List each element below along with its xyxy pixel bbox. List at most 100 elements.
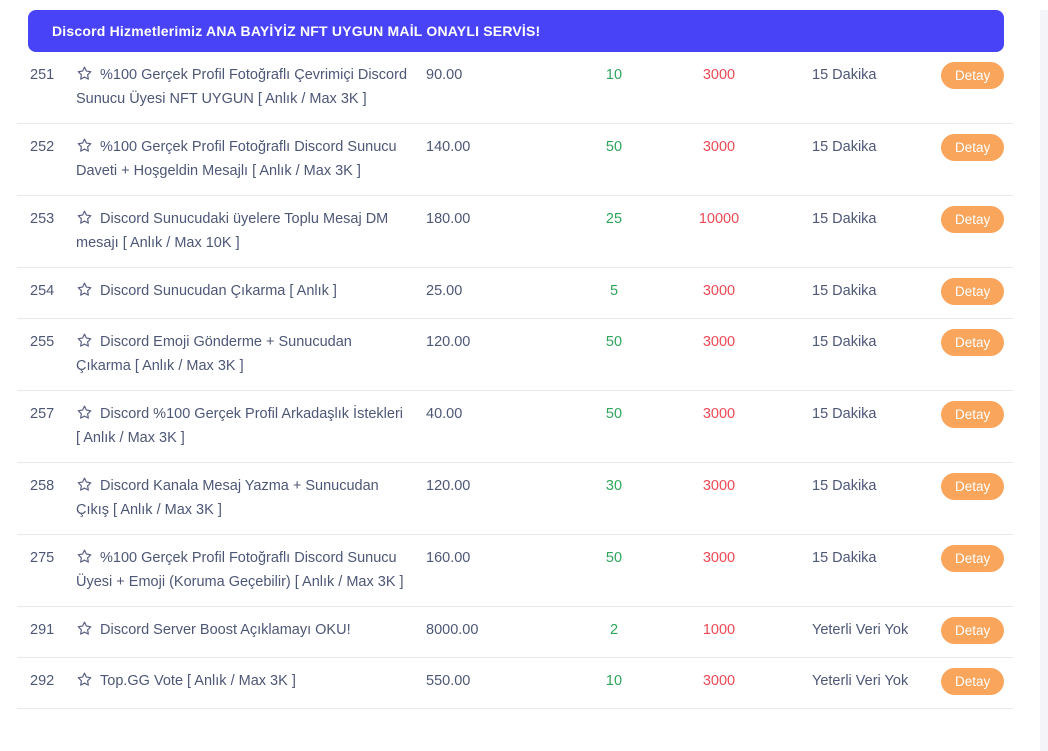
table-row: 254 Discord Sunucudan Çıkarma [ Anlık ] …: [17, 268, 1013, 319]
service-average-time: Yeterli Veri Yok: [812, 622, 909, 638]
service-detail-cell: Detay: [941, 134, 1009, 161]
star-outline-icon[interactable]: [76, 404, 93, 428]
service-name: Discord Emoji Gönderme + Sunucudan Çıkar…: [76, 334, 352, 374]
service-price: 90.00: [426, 67, 463, 83]
detail-button[interactable]: Detay: [941, 617, 1005, 644]
detail-button[interactable]: Detay: [941, 329, 1005, 356]
service-id: 292: [30, 673, 55, 689]
service-id: 291: [30, 622, 55, 638]
service-max-amount: 3000: [702, 283, 736, 299]
service-name: %100 Gerçek Profil Fotoğraflı Çevrimiçi …: [76, 67, 408, 107]
service-price: 550.00: [426, 673, 471, 689]
star-outline-icon[interactable]: [76, 476, 93, 500]
service-name: %100 Gerçek Profil Fotoğraflı Discord Su…: [76, 550, 404, 590]
service-average-time: 15 Dakika: [812, 139, 877, 155]
service-detail-cell: Detay: [941, 473, 1009, 500]
star-outline-icon[interactable]: [76, 209, 93, 233]
table-row: 251 %100 Gerçek Profil Fotoğraflı Çevrim…: [17, 52, 1013, 124]
service-name: Discord Kanala Mesaj Yazma + Sunucudan Ç…: [76, 478, 379, 518]
star-outline-icon[interactable]: [76, 620, 93, 644]
service-min-amount: 10: [605, 673, 623, 689]
service-name-cell: Discord Sunucudaki üyelere Toplu Mesaj D…: [76, 209, 426, 254]
table-row: 255 Discord Emoji Gönderme + Sunucudan Ç…: [17, 319, 1013, 391]
star-outline-icon[interactable]: [76, 65, 93, 89]
service-min-amount: 50: [605, 406, 623, 422]
table-row: 253 Discord Sunucudaki üyelere Toplu Mes…: [17, 196, 1013, 268]
star-outline-icon[interactable]: [76, 137, 93, 161]
service-max-amount: 1000: [702, 622, 736, 638]
service-min-amount: 50: [605, 550, 623, 566]
service-name-cell: %100 Gerçek Profil Fotoğraflı Discord Su…: [76, 137, 426, 182]
service-name: Discord Sunucudaki üyelere Toplu Mesaj D…: [76, 211, 389, 251]
right-edge-strip: [1040, 10, 1048, 751]
service-min-amount: 50: [605, 139, 623, 155]
service-average-time: 15 Dakika: [812, 550, 877, 566]
detail-button[interactable]: Detay: [941, 278, 1005, 305]
service-name-cell: Discord %100 Gerçek Profil Arkadaşlık İs…: [76, 404, 426, 449]
service-id: 253: [30, 211, 55, 227]
service-price: 160.00: [426, 550, 471, 566]
detail-button[interactable]: Detay: [941, 473, 1005, 500]
category-banner-title: Discord Hizmetlerimiz ANA BAYİYİZ NFT UY…: [52, 23, 541, 39]
star-outline-icon[interactable]: [76, 332, 93, 356]
services-table: 251 %100 Gerçek Profil Fotoğraflı Çevrim…: [17, 52, 1013, 709]
service-price: 40.00: [426, 406, 463, 422]
service-max-amount: 3000: [702, 550, 736, 566]
service-price: 8000.00: [426, 622, 479, 638]
detail-button[interactable]: Detay: [941, 545, 1005, 572]
service-max-amount: 10000: [698, 211, 740, 227]
service-min-amount: 2: [609, 622, 619, 638]
service-average-time: 15 Dakika: [812, 67, 877, 83]
detail-button[interactable]: Detay: [941, 62, 1005, 89]
service-detail-cell: Detay: [941, 62, 1009, 89]
service-min-amount: 5: [609, 283, 619, 299]
detail-button[interactable]: Detay: [941, 401, 1005, 428]
star-outline-icon[interactable]: [76, 548, 93, 572]
service-name: Discord Server Boost Açıklamayı OKU!: [100, 622, 351, 638]
service-min-amount: 30: [605, 478, 623, 494]
service-id: 255: [30, 334, 55, 350]
detail-button[interactable]: Detay: [941, 206, 1005, 233]
service-id: 254: [30, 283, 55, 299]
service-price: 140.00: [426, 139, 471, 155]
service-name-cell: Top.GG Vote [ Anlık / Max 3K ]: [76, 671, 426, 695]
service-average-time: 15 Dakika: [812, 283, 877, 299]
service-max-amount: 3000: [702, 67, 736, 83]
service-id: 252: [30, 139, 55, 155]
detail-button[interactable]: Detay: [941, 668, 1005, 695]
service-name: Discord Sunucudan Çıkarma [ Anlık ]: [100, 283, 337, 299]
service-name: %100 Gerçek Profil Fotoğraflı Discord Su…: [76, 139, 397, 179]
service-name: Discord %100 Gerçek Profil Arkadaşlık İs…: [76, 406, 403, 446]
service-max-amount: 3000: [702, 406, 736, 422]
table-row: 257 Discord %100 Gerçek Profil Arkadaşlı…: [17, 391, 1013, 463]
service-detail-cell: Detay: [941, 617, 1009, 644]
service-name-cell: Discord Kanala Mesaj Yazma + Sunucudan Ç…: [76, 476, 426, 521]
detail-button[interactable]: Detay: [941, 134, 1005, 161]
service-price: 120.00: [426, 334, 471, 350]
service-average-time: Yeterli Veri Yok: [812, 673, 909, 689]
service-detail-cell: Detay: [941, 401, 1009, 428]
service-average-time: 15 Dakika: [812, 478, 877, 494]
service-price: 120.00: [426, 478, 471, 494]
service-max-amount: 3000: [702, 478, 736, 494]
service-id: 257: [30, 406, 55, 422]
service-name-cell: Discord Server Boost Açıklamayı OKU!: [76, 620, 426, 644]
table-row: 291 Discord Server Boost Açıklamayı OKU!…: [17, 607, 1013, 658]
star-outline-icon[interactable]: [76, 281, 93, 305]
star-outline-icon[interactable]: [76, 671, 93, 695]
service-name-cell: Discord Emoji Gönderme + Sunucudan Çıkar…: [76, 332, 426, 377]
service-average-time: 15 Dakika: [812, 211, 877, 227]
service-detail-cell: Detay: [941, 329, 1009, 356]
service-average-time: 15 Dakika: [812, 406, 877, 422]
service-name-cell: Discord Sunucudan Çıkarma [ Anlık ]: [76, 281, 426, 305]
service-detail-cell: Detay: [941, 545, 1009, 572]
service-name: Top.GG Vote [ Anlık / Max 3K ]: [100, 673, 296, 689]
service-max-amount: 3000: [702, 139, 736, 155]
service-min-amount: 50: [605, 334, 623, 350]
service-id: 275: [30, 550, 55, 566]
service-max-amount: 3000: [702, 334, 736, 350]
category-banner: Discord Hizmetlerimiz ANA BAYİYİZ NFT UY…: [28, 10, 1004, 52]
table-row: 258 Discord Kanala Mesaj Yazma + Sunucud…: [17, 463, 1013, 535]
service-min-amount: 25: [605, 211, 623, 227]
table-row: 252 %100 Gerçek Profil Fotoğraflı Discor…: [17, 124, 1013, 196]
